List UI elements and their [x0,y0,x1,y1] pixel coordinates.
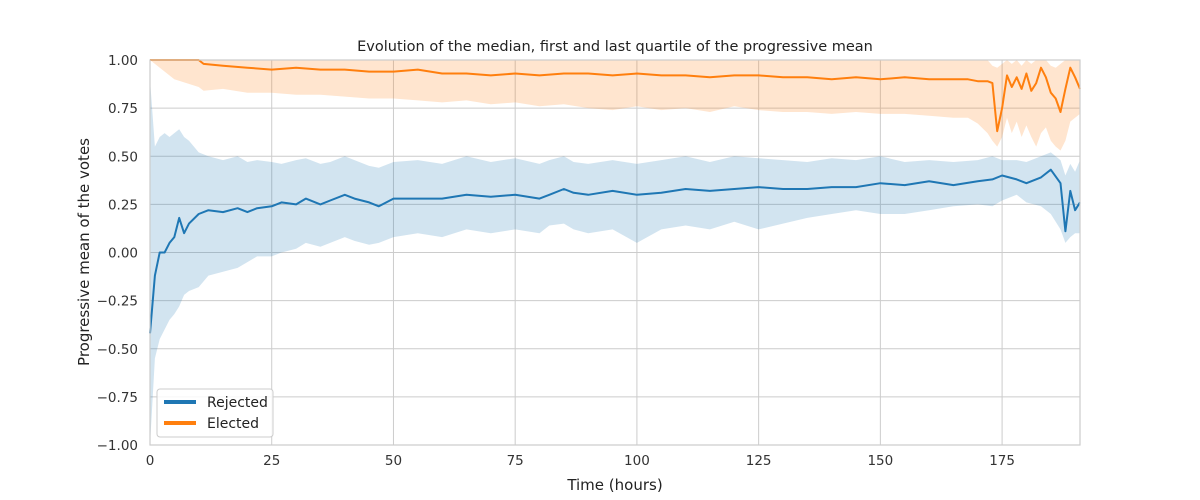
legend: Rejected Elected [156,388,274,438]
chart-title: Evolution of the median, first and last … [357,39,873,55]
x-tick-label: 75 [507,453,524,469]
x-tick-label: 50 [385,453,402,469]
x-tick-label: 0 [146,453,155,469]
median-lines [149,59,1081,334]
legend-label-elected: Elected [207,416,259,432]
quartile-bands [150,60,1080,446]
elected-median-line [150,59,1081,133]
y-tick-label: 1.00 [108,53,138,69]
y-axis-label: Progressive mean of the votes [75,138,93,366]
y-tick-label: −0.75 [97,390,138,406]
x-tick-label: 125 [746,453,772,469]
y-tick-label: 0.00 [108,246,138,262]
x-tick-label: 150 [867,453,893,469]
elected-quartile-band [150,60,1080,151]
y-tick-label: −0.25 [97,294,138,310]
x-tick-label: 100 [624,453,650,469]
x-axis-label: Time (hours) [566,476,662,494]
y-tick-label: 0.25 [108,197,138,213]
rejected-median-line [149,168,1081,334]
y-tick-label: 0.75 [108,101,138,117]
rejected-quartile-band [150,79,1080,446]
plot-frame [149,59,1081,446]
legend-label-rejected: Rejected [207,395,268,411]
y-tick-label: −0.50 [97,342,138,358]
x-tick-label: 25 [263,453,280,469]
tick-labels: 0 25 50 75 100 125 150 175 −1.00 −0.75 −0.50 −0.25 0… [97,53,1015,469]
y-tick-label: 0.50 [108,149,138,165]
y-tick-label: −1.00 [97,438,138,454]
x-tick-label: 175 [989,453,1015,469]
